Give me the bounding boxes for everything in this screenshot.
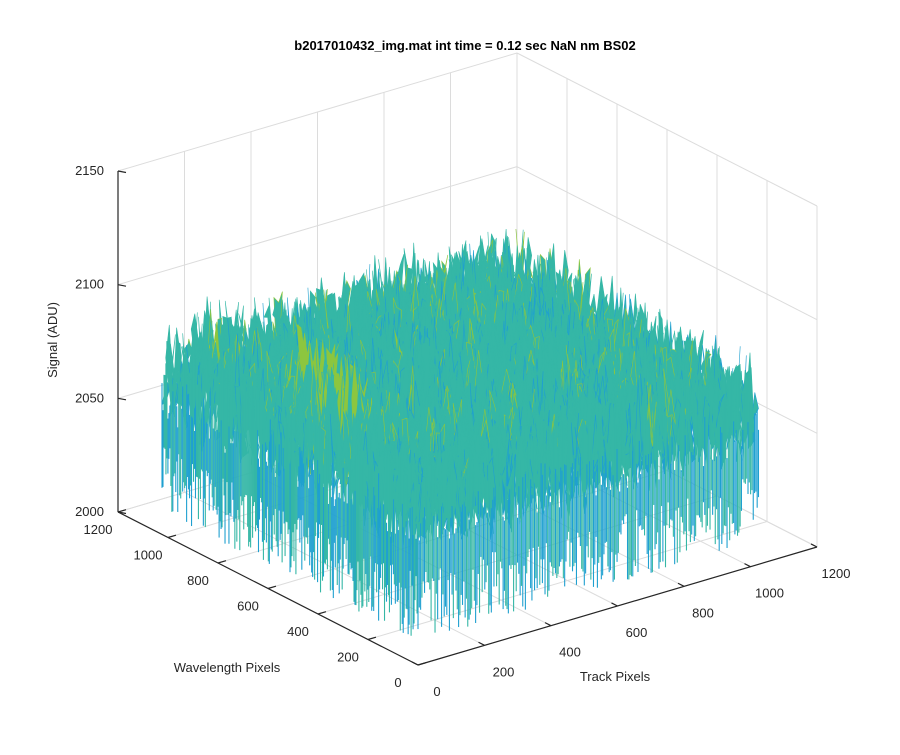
chart-title: b2017010432_img.mat int time = 0.12 sec … bbox=[294, 38, 635, 53]
